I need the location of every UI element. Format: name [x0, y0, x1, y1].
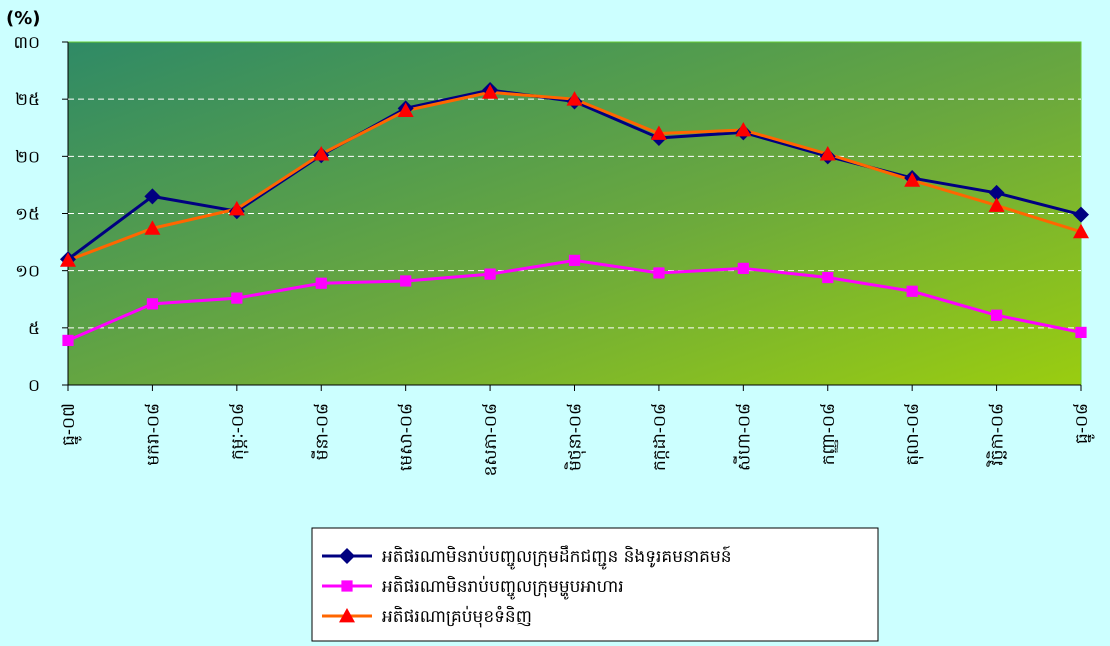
- marker: [737, 262, 749, 274]
- marker: [339, 548, 355, 564]
- marker: [990, 309, 1003, 321]
- marker: [313, 146, 330, 161]
- marker: [650, 125, 667, 140]
- marker: [60, 252, 76, 267]
- x-tick-label: វិច្ឆិកា-០៨: [986, 403, 1008, 467]
- marker: [231, 292, 243, 304]
- marker: [735, 122, 752, 137]
- x-tick-label: ធ្នូ-០៨: [1072, 403, 1095, 444]
- x-tick-label: មីនា-០៨: [310, 403, 332, 460]
- x-tick-label: ឧសភា-០៨: [481, 403, 501, 476]
- marker: [397, 102, 414, 117]
- y-axis-label: (%): [6, 8, 41, 29]
- marker: [144, 188, 161, 205]
- marker: [1073, 206, 1089, 223]
- marker: [819, 146, 836, 161]
- x-tick-label: ធ្នូ-០៧: [59, 403, 82, 446]
- marker: [339, 608, 355, 623]
- marker: [653, 267, 665, 279]
- x-tick-label: តុលា-០៨: [903, 403, 924, 466]
- marker: [822, 271, 834, 284]
- marker: [400, 275, 412, 287]
- x-tick-label: មេសា-០៨: [397, 403, 417, 471]
- marker: [988, 184, 1005, 201]
- y-tick-label: ៥: [28, 319, 40, 339]
- marker: [62, 334, 74, 347]
- marker: [1075, 326, 1087, 339]
- legend-label: អតិផរណាមិនរាប់បញ្ចូលក្រុមដឹកជញ្ជូន និងទូ…: [382, 545, 732, 570]
- marker: [315, 277, 327, 289]
- legend: [311, 527, 879, 642]
- y-tick-label: ២៥: [15, 90, 40, 110]
- x-tick-label: កក្កដា-០៨: [650, 403, 670, 471]
- marker: [906, 285, 918, 297]
- marker: [484, 268, 496, 280]
- legend-label: អតិផរណាគ្រប់មុខទំនិញ: [382, 605, 532, 628]
- marker: [904, 172, 921, 187]
- x-tick-label: សីហា-០៨: [732, 403, 754, 471]
- marker: [228, 200, 245, 216]
- marker: [341, 580, 353, 592]
- legend-label: អតិផរណាមិនរាប់បញ្ចូលក្រុមម្ហូបអាហារ: [382, 575, 624, 600]
- marker: [482, 84, 499, 99]
- y-tick-label: ៣០: [13, 33, 40, 53]
- x-tick-label: មករា-០៨: [143, 403, 163, 466]
- marker: [146, 298, 159, 310]
- y-tick-label: ១០: [15, 262, 40, 282]
- y-tick-label: ២០: [15, 147, 40, 167]
- marker: [1073, 223, 1089, 239]
- y-tick-label: ១៥: [15, 205, 40, 225]
- y-tick-label: ០: [28, 376, 40, 396]
- x-tick-label: កុម្ភៈ-០៨: [228, 403, 249, 460]
- x-tick-label: កញ្ញា-០៨: [819, 403, 839, 465]
- marker: [144, 220, 161, 235]
- x-tick-label: មិថុនា-០៨: [564, 403, 587, 471]
- marker: [566, 91, 583, 106]
- marker: [988, 197, 1005, 212]
- marker: [568, 254, 581, 266]
